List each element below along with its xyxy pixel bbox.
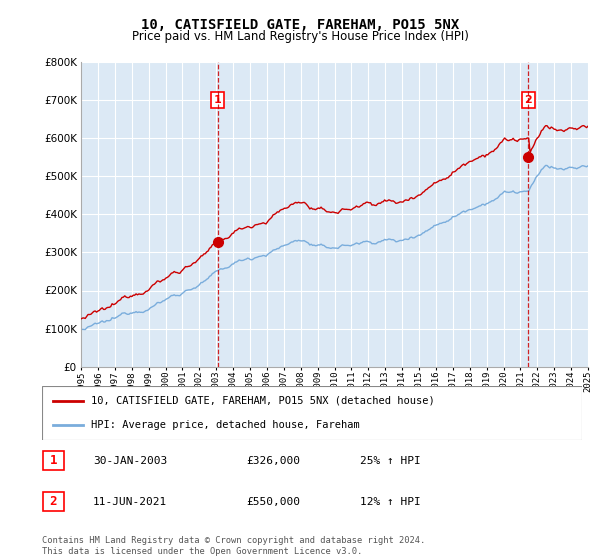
FancyBboxPatch shape [42,386,582,440]
Text: 10, CATISFIELD GATE, FAREHAM, PO15 5NX: 10, CATISFIELD GATE, FAREHAM, PO15 5NX [141,18,459,32]
Text: 2: 2 [50,495,57,508]
Text: 12% ↑ HPI: 12% ↑ HPI [360,497,421,507]
Text: £550,000: £550,000 [246,497,300,507]
FancyBboxPatch shape [43,492,64,511]
Text: 30-JAN-2003: 30-JAN-2003 [93,456,167,466]
Text: 25% ↑ HPI: 25% ↑ HPI [360,456,421,466]
Text: 1: 1 [50,454,57,468]
Text: 10, CATISFIELD GATE, FAREHAM, PO15 5NX (detached house): 10, CATISFIELD GATE, FAREHAM, PO15 5NX (… [91,396,434,406]
Text: 11-JUN-2021: 11-JUN-2021 [93,497,167,507]
Text: Price paid vs. HM Land Registry's House Price Index (HPI): Price paid vs. HM Land Registry's House … [131,30,469,43]
Text: 2: 2 [524,95,532,105]
Text: Contains HM Land Registry data © Crown copyright and database right 2024.
This d: Contains HM Land Registry data © Crown c… [42,536,425,556]
FancyBboxPatch shape [43,451,64,470]
Text: £326,000: £326,000 [246,456,300,466]
Text: 1: 1 [214,95,221,105]
Text: HPI: Average price, detached house, Fareham: HPI: Average price, detached house, Fare… [91,420,359,430]
